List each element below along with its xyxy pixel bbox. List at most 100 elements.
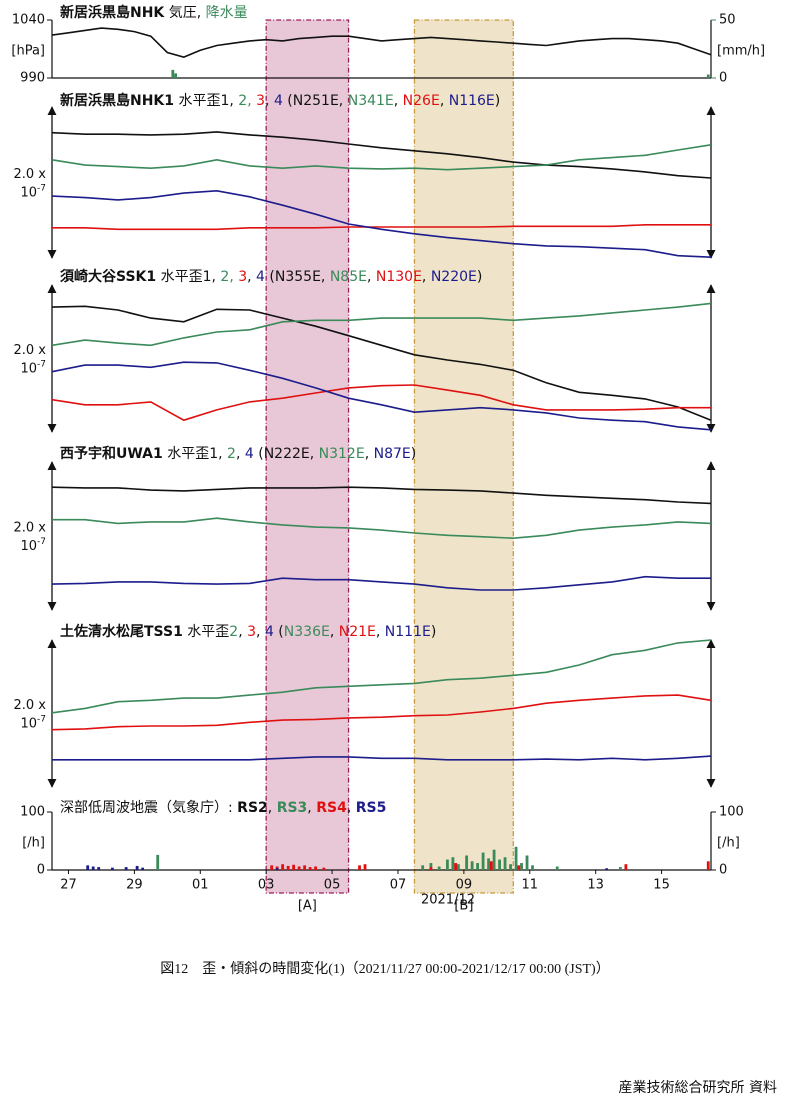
scale-label: 2.0 x (14, 521, 47, 536)
span-label: [B] (454, 899, 473, 914)
bar (465, 855, 469, 870)
title-part: 水平歪1, (156, 269, 220, 285)
title-part: , (376, 624, 385, 640)
bar (322, 867, 326, 870)
panel-title: 深部低周波地震（気象庁）: RS2, RS3, RS4, RS5 (60, 800, 386, 816)
title-part: N312E (319, 446, 365, 462)
bar (86, 865, 90, 870)
x-tick-label: 01 (192, 878, 209, 893)
caption: 図12 歪・傾斜の時間変化(1)（2021/11/27 00:00-2021/1… (160, 960, 609, 977)
title-part: 3 (247, 624, 256, 640)
title-part: N26E (403, 93, 440, 109)
bar (303, 865, 307, 870)
bar (308, 867, 312, 870)
scale-label: 2.0 x (14, 167, 47, 182)
title-part: , (367, 269, 376, 285)
bar (174, 73, 177, 78)
bar (520, 863, 523, 870)
title-part: 降水量 (206, 5, 248, 21)
title-part: 4 (256, 269, 265, 285)
scale-base: 10 (20, 716, 37, 731)
scale-exponent: -7 (37, 359, 46, 369)
title-part: ( (274, 624, 284, 640)
bar (618, 867, 622, 870)
bar (517, 865, 521, 870)
bar (91, 866, 95, 870)
series-line (51, 144, 712, 171)
y-tick-label: 990 (20, 71, 45, 86)
bar (314, 866, 317, 870)
title-part: 土佐清水松尾TSS1 (60, 623, 183, 640)
x-tick-label: 03 (258, 878, 275, 893)
spans: [A] [B] (265, 19, 514, 914)
series-line (51, 189, 712, 258)
bar (454, 863, 458, 870)
series-line (52, 224, 711, 231)
footer: 産業技術総合研究所 資料 (619, 1080, 777, 1096)
series-line (51, 694, 712, 731)
bar (421, 865, 425, 870)
y2-axis-label: [/h] (717, 836, 740, 851)
title-part: 新居浜黒島NHK (60, 4, 165, 21)
title-part: N87E (374, 446, 411, 462)
bar (171, 69, 175, 78)
title-part: 水平歪 (183, 624, 229, 640)
bar (446, 859, 449, 870)
x-tick-label: 07 (390, 878, 407, 893)
bar (555, 866, 559, 870)
bar (492, 849, 496, 870)
title-part: , (268, 800, 277, 816)
scale-label: 10-7 (20, 183, 46, 200)
scale-label: 10-7 (20, 714, 46, 731)
title-part: N341E (348, 93, 394, 109)
bar (429, 863, 433, 870)
month-label: 2021/12 (421, 893, 475, 908)
title-part: , (347, 800, 356, 816)
bar (624, 864, 628, 870)
x-tick-label: 09 (456, 878, 473, 893)
bar (481, 852, 485, 870)
title-part: 新居浜黒島NHK1 (60, 92, 174, 109)
scale-label: 2.0 x (14, 343, 47, 358)
title-part: , (394, 93, 403, 109)
scale-base: 10 (20, 361, 37, 376)
bar (281, 864, 285, 870)
title-part: ) (431, 624, 436, 640)
bar (451, 857, 455, 870)
title-part: N130E (376, 269, 422, 285)
bar (531, 865, 534, 870)
y-axis-label: [/h] (22, 836, 45, 851)
bar (470, 861, 474, 870)
title-part: ) (495, 93, 500, 109)
series-line (51, 486, 712, 505)
title-part: 水平歪1, (174, 93, 238, 109)
title-part: RS5 (356, 800, 387, 816)
title-part: 3 (256, 93, 265, 109)
y2-axis-label: [mm/h] (717, 44, 765, 59)
bar (156, 854, 160, 870)
title-part: , (307, 800, 316, 816)
panel-title: 須崎大谷SSK1 水平歪1, 2, 3, 4 (N355E, N85E, N13… (59, 268, 482, 285)
title-part: , (330, 624, 339, 640)
series-line (51, 131, 712, 179)
title-part: N336E (284, 624, 330, 640)
y-tick-label: 100 (20, 805, 45, 820)
y-axis-label: [hPa] (11, 44, 45, 59)
scale-base: 10 (20, 185, 37, 200)
title-part: 2, (238, 93, 256, 109)
title-part: RS4 (316, 800, 347, 816)
title-part: ) (411, 446, 416, 462)
title-part: 4 (265, 624, 274, 640)
panel-title: 西予宇和UWA1 水平歪1, 2, 4 (N222E, N312E, N87E) (60, 445, 416, 462)
y-tick-label: 0 (37, 863, 45, 878)
panel-title: 土佐清水松尾TSS1 水平歪2, 3, 4 (N336E, N21E, N111… (60, 623, 436, 640)
highlight-span (413, 19, 514, 894)
y2-tick-label: 0 (719, 863, 727, 878)
title-part: , (440, 93, 449, 109)
series-line (51, 27, 712, 58)
bar (292, 864, 296, 870)
panel-title: 新居浜黒島NHK1 水平歪1, 2, 3, 4 (N251E, N341E, N… (60, 92, 500, 109)
title-part: , (265, 93, 274, 109)
y2-tick-label: 100 (719, 805, 744, 820)
bar (498, 859, 501, 870)
